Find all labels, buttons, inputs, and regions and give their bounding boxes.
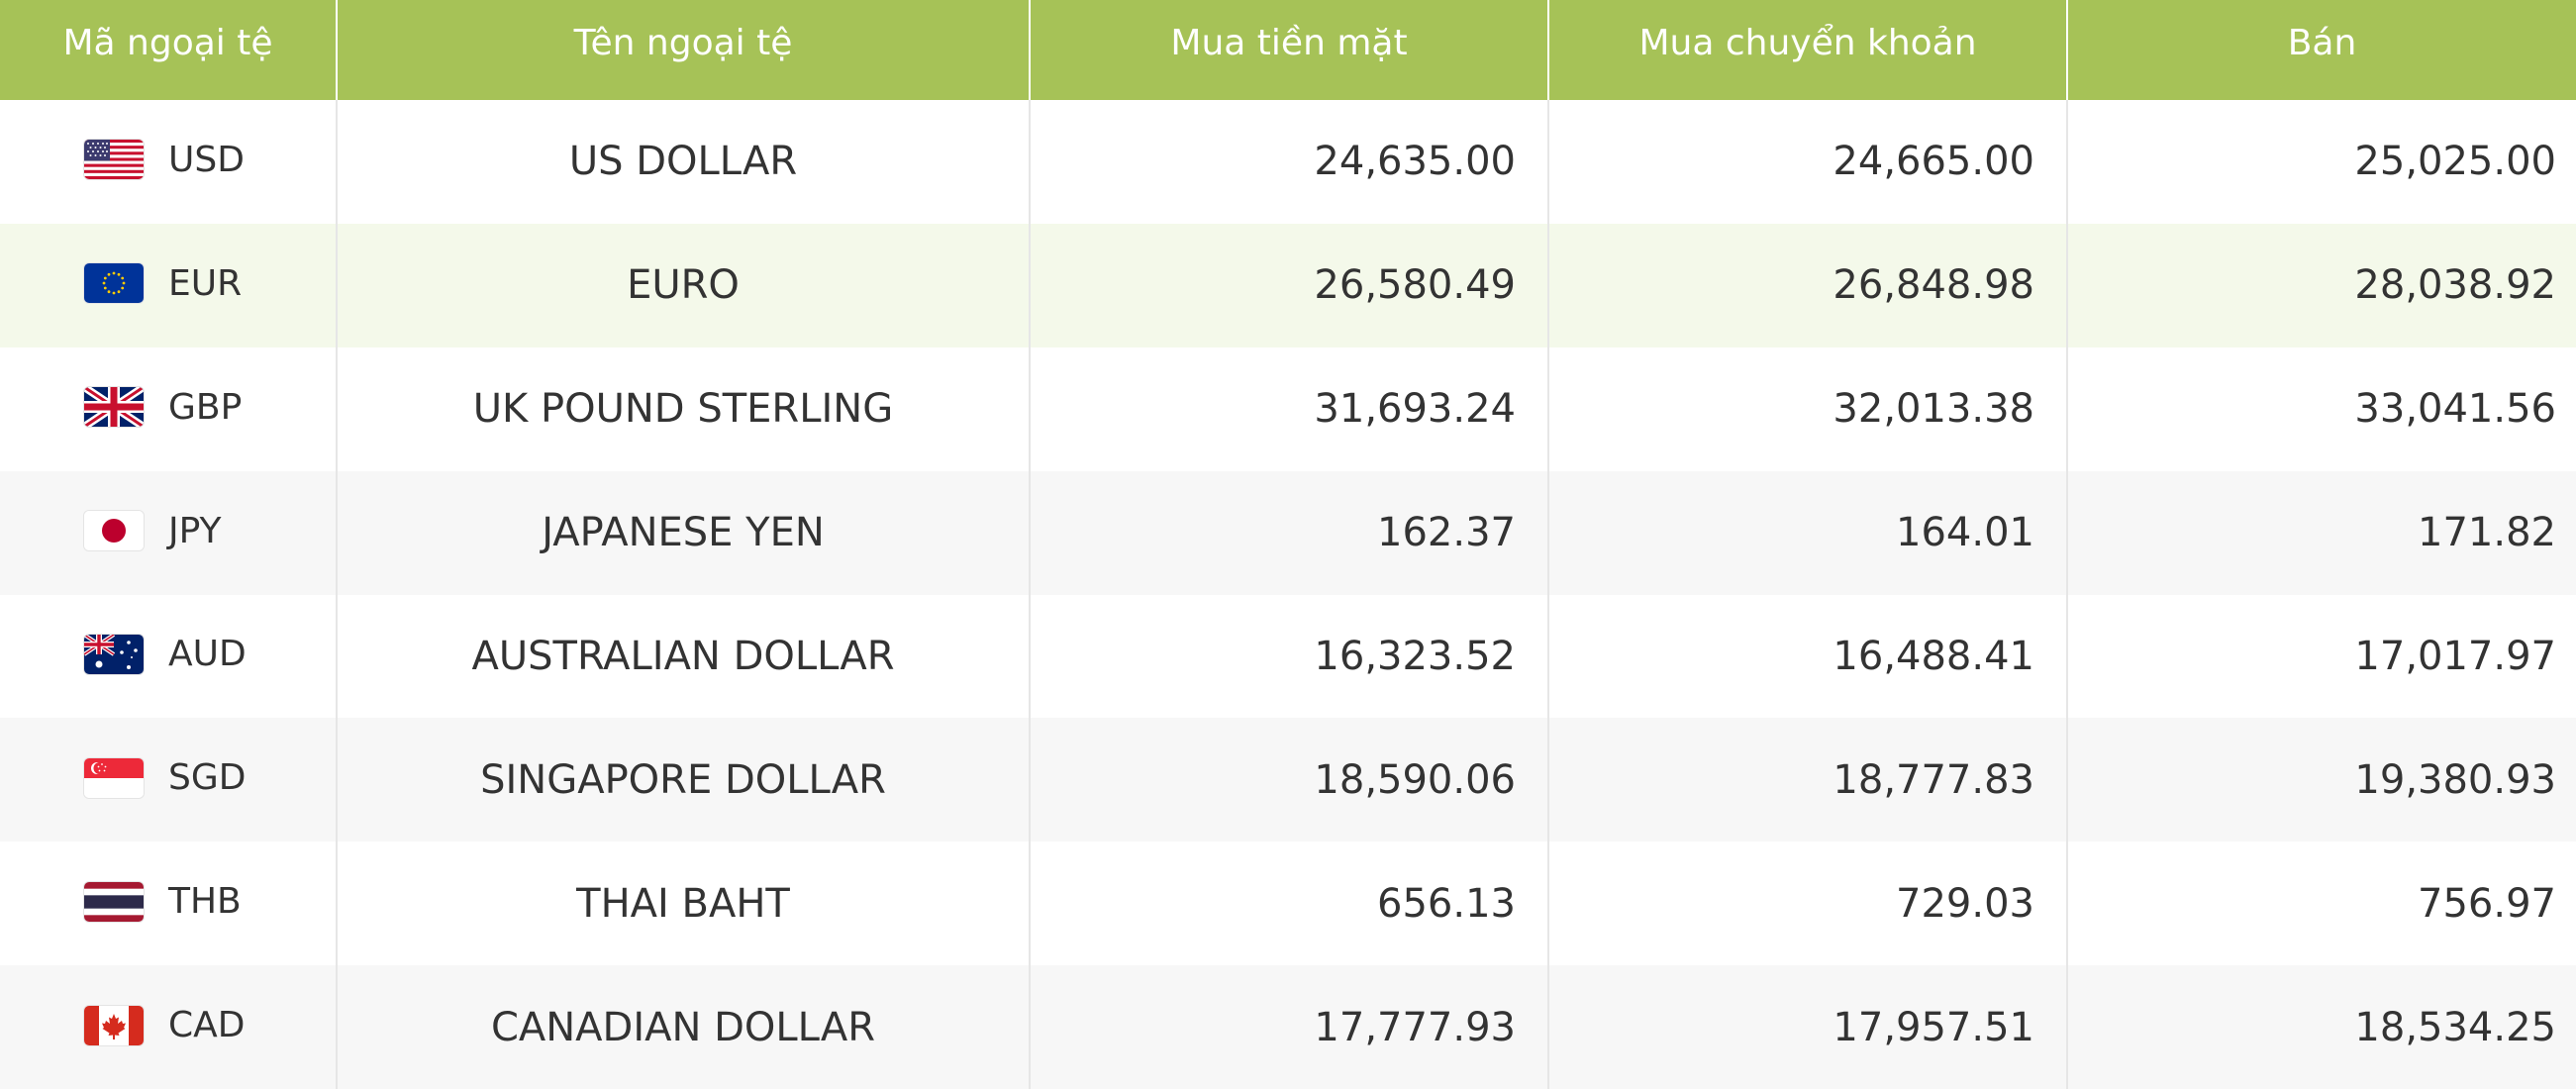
cash-buy-rate: 24,635.00 — [1030, 100, 1549, 224]
cash-buy-rate: 26,580.49 — [1030, 223, 1549, 347]
sell-rate: 18,534.25 — [2067, 965, 2576, 1089]
header-cash-buy: Mua tiền mặt — [1030, 0, 1549, 100]
transfer-buy-rate: 26,848.98 — [1548, 223, 2068, 347]
sell-rate: 171.82 — [2067, 470, 2576, 595]
currency-name: US DOLLAR — [337, 100, 1031, 224]
table-row: AUD AUSTRALIAN DOLLAR 16,323.52 16,488.4… — [0, 594, 2576, 719]
transfer-buy-rate: 17,957.51 — [1548, 965, 2068, 1089]
currency-code-cell: SGD — [0, 718, 338, 842]
japan-flag-icon — [84, 511, 144, 551]
table-row: CAD CANADIAN DOLLAR 17,777.93 17,957.51 … — [0, 965, 2576, 1089]
table-row: SGD SINGAPORE DOLLAR 18,590.06 18,777.83… — [0, 718, 2576, 842]
cash-buy-rate: 16,323.52 — [1030, 594, 1549, 719]
transfer-buy-rate: 16,488.41 — [1548, 594, 2068, 719]
cash-buy-rate: 18,590.06 — [1030, 718, 1549, 842]
currency-code: GBP — [168, 386, 243, 428]
header-sell: Bán — [2067, 0, 2576, 100]
currency-code: AUD — [168, 634, 247, 675]
currency-name: EURO — [337, 223, 1031, 347]
transfer-buy-rate: 729.03 — [1548, 842, 2068, 966]
table-body: USD US DOLLAR 24,635.00 24,665.00 25,025… — [0, 100, 2576, 1089]
table-row: EUR EURO 26,580.49 26,848.98 28,038.92 — [0, 223, 2576, 347]
table-row: USD US DOLLAR 24,635.00 24,665.00 25,025… — [0, 100, 2576, 224]
currency-name: CANADIAN DOLLAR — [337, 965, 1031, 1089]
cash-buy-rate: 31,693.24 — [1030, 346, 1549, 471]
currency-code: EUR — [168, 262, 243, 304]
currency-name: JAPANESE YEN — [337, 470, 1031, 595]
header-row: Mã ngoại tệ Tên ngoại tệ Mua tiền mặt Mu… — [0, 0, 2576, 100]
currency-code-cell: CAD — [0, 965, 338, 1089]
cash-buy-rate: 162.37 — [1030, 470, 1549, 595]
currency-name: UK POUND STERLING — [337, 346, 1031, 471]
currency-name: THAI BAHT — [337, 842, 1031, 966]
header-transfer-buy: Mua chuyển khoản — [1548, 0, 2068, 100]
transfer-buy-rate: 164.01 — [1548, 470, 2068, 595]
australia-flag-icon — [84, 634, 144, 674]
cash-buy-rate: 17,777.93 — [1030, 965, 1549, 1089]
currency-name: SINGAPORE DOLLAR — [337, 718, 1031, 842]
currency-code: USD — [168, 139, 245, 180]
currency-code-cell: AUD — [0, 594, 338, 719]
table-header: Mã ngoại tệ Tên ngoại tệ Mua tiền mặt Mu… — [0, 0, 2576, 100]
us-flag-icon — [84, 140, 144, 180]
sell-rate: 28,038.92 — [2067, 223, 2576, 347]
header-currency-name: Tên ngoại tệ — [337, 0, 1031, 100]
currency-code: CAD — [168, 1005, 246, 1046]
header-currency-code: Mã ngoại tệ — [0, 0, 338, 100]
currency-name: AUSTRALIAN DOLLAR — [337, 594, 1031, 719]
sell-rate: 33,041.56 — [2354, 386, 2556, 433]
currency-code-cell: USD — [0, 100, 338, 224]
transfer-buy-rate: 24,665.00 — [1548, 100, 2068, 224]
currency-code-cell: EUR — [0, 223, 338, 347]
currency-code: SGD — [168, 757, 247, 799]
sell-rate: 25,025.00 — [2354, 139, 2556, 185]
transfer-buy-rate: 18,777.83 — [1548, 718, 2068, 842]
table-row: THB THAI BAHT 656.13 729.03 756.97 — [0, 842, 2576, 966]
table-row: GBP UK POUND STERLING 31,693.24 32,013.3… — [0, 346, 2576, 471]
singapore-flag-icon — [84, 757, 144, 798]
currency-code: THB — [168, 881, 242, 923]
canada-flag-icon — [84, 1005, 144, 1045]
uk-flag-icon — [84, 387, 144, 428]
sell-rate: 756.97 — [2418, 880, 2556, 927]
currency-code-cell: JPY — [0, 470, 338, 595]
currency-code: JPY — [168, 510, 222, 551]
currency-code-cell: GBP — [0, 346, 338, 471]
transfer-buy-rate: 32,013.38 — [1548, 346, 2068, 471]
sell-rate: 19,380.93 — [2067, 718, 2576, 842]
cash-buy-rate: 656.13 — [1030, 842, 1549, 966]
sell-rate: 17,017.97 — [2354, 633, 2556, 679]
table-row: JPY JAPANESE YEN 162.37 164.01 171.82 — [0, 470, 2576, 595]
eu-flag-icon — [84, 263, 144, 304]
thailand-flag-icon — [84, 881, 144, 922]
currency-code-cell: THB — [0, 842, 338, 966]
